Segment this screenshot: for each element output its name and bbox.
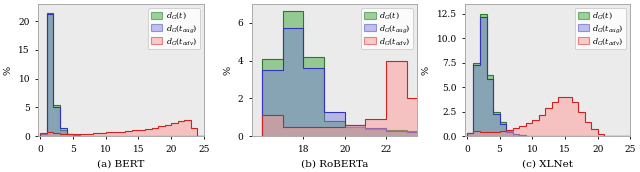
Y-axis label: %: %	[223, 66, 232, 75]
Y-axis label: %: %	[4, 66, 13, 75]
X-axis label: (a) BERT: (a) BERT	[97, 159, 145, 168]
Y-axis label: %: %	[422, 66, 431, 75]
X-axis label: (c) XLNet: (c) XLNet	[522, 159, 573, 168]
Legend: $d_G(t)$, $d_G(t_{aug})$, $d_G(t_{adv})$: $d_G(t)$, $d_G(t_{aug})$, $d_G(t_{adv})$	[575, 8, 627, 49]
Legend: $d_G(t)$, $d_G(t_{aug})$, $d_G(t_{adv})$: $d_G(t)$, $d_G(t_{aug})$, $d_G(t_{adv})$	[362, 8, 413, 49]
X-axis label: (b) RoBERTa: (b) RoBERTa	[301, 159, 368, 168]
Legend: $d_G(t)$, $d_G(t_{aug})$, $d_G(t_{adv})$: $d_G(t)$, $d_G(t_{aug})$, $d_G(t_{adv})$	[148, 8, 200, 49]
